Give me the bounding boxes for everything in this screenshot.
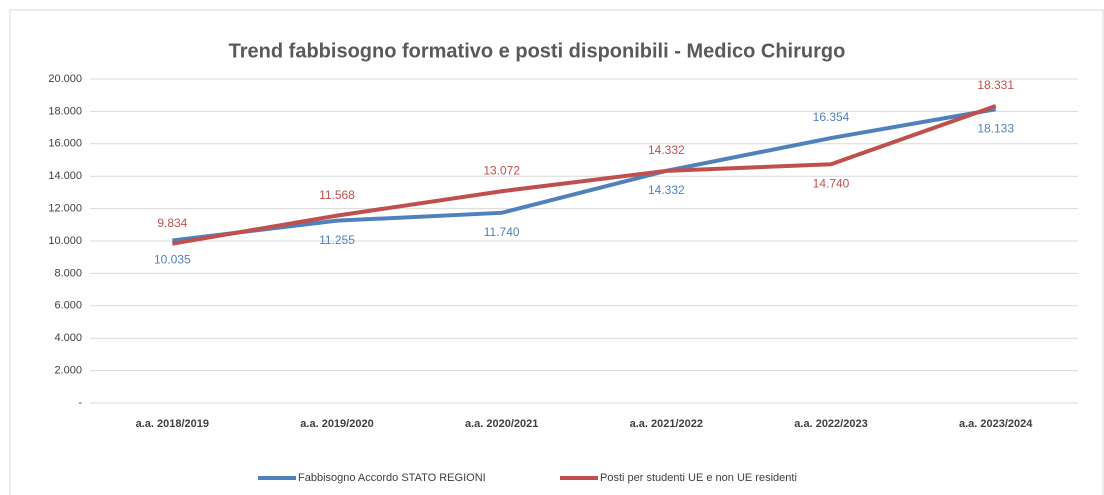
chart-frame [9,9,1104,495]
y-tick-label: 12.000 [48,203,82,215]
x-tick-label: a.a. 2020/2021 [465,418,538,430]
x-tick-label: a.a. 2022/2023 [794,418,867,430]
value-label: 10.035 [154,253,191,267]
y-tick-label: 10.000 [48,235,82,247]
value-label: 14.740 [813,176,850,190]
y-tick-label: - [78,397,82,409]
value-label: 14.332 [648,183,685,197]
value-label: 18.331 [977,78,1014,92]
value-label: 11.255 [319,233,355,247]
y-tick-label: 2.000 [54,365,82,377]
value-label: 13.072 [483,163,520,177]
y-tick-label: 20.000 [48,73,82,85]
y-tick-label: 6.000 [54,300,82,312]
x-tick-label: a.a. 2021/2022 [630,418,703,430]
value-label: 11.568 [319,188,355,202]
y-tick-label: 18.000 [48,105,82,117]
legend-label: Posti per studenti UE e non UE residenti [600,472,797,484]
x-tick-label: a.a. 2023/2024 [959,418,1033,430]
legend-label: Fabbisogno Accordo STATO REGIONI [298,472,486,484]
y-tick-label: 16.000 [48,138,82,150]
y-tick-label: 8.000 [54,267,82,279]
y-tick-label: 14.000 [48,170,82,182]
value-label: 14.332 [648,143,685,157]
value-label: 16.354 [813,110,850,124]
y-tick-label: 4.000 [54,332,82,344]
value-label: 11.740 [484,225,520,239]
x-tick-label: a.a. 2018/2019 [136,418,209,430]
chart-title: Trend fabbisogno formativo e posti dispo… [229,40,846,62]
value-label: 9.834 [157,216,187,230]
line-series [172,107,997,243]
value-label: 18.133 [977,121,1014,135]
x-tick-label: a.a. 2019/2020 [300,418,373,430]
line-series [171,104,997,246]
